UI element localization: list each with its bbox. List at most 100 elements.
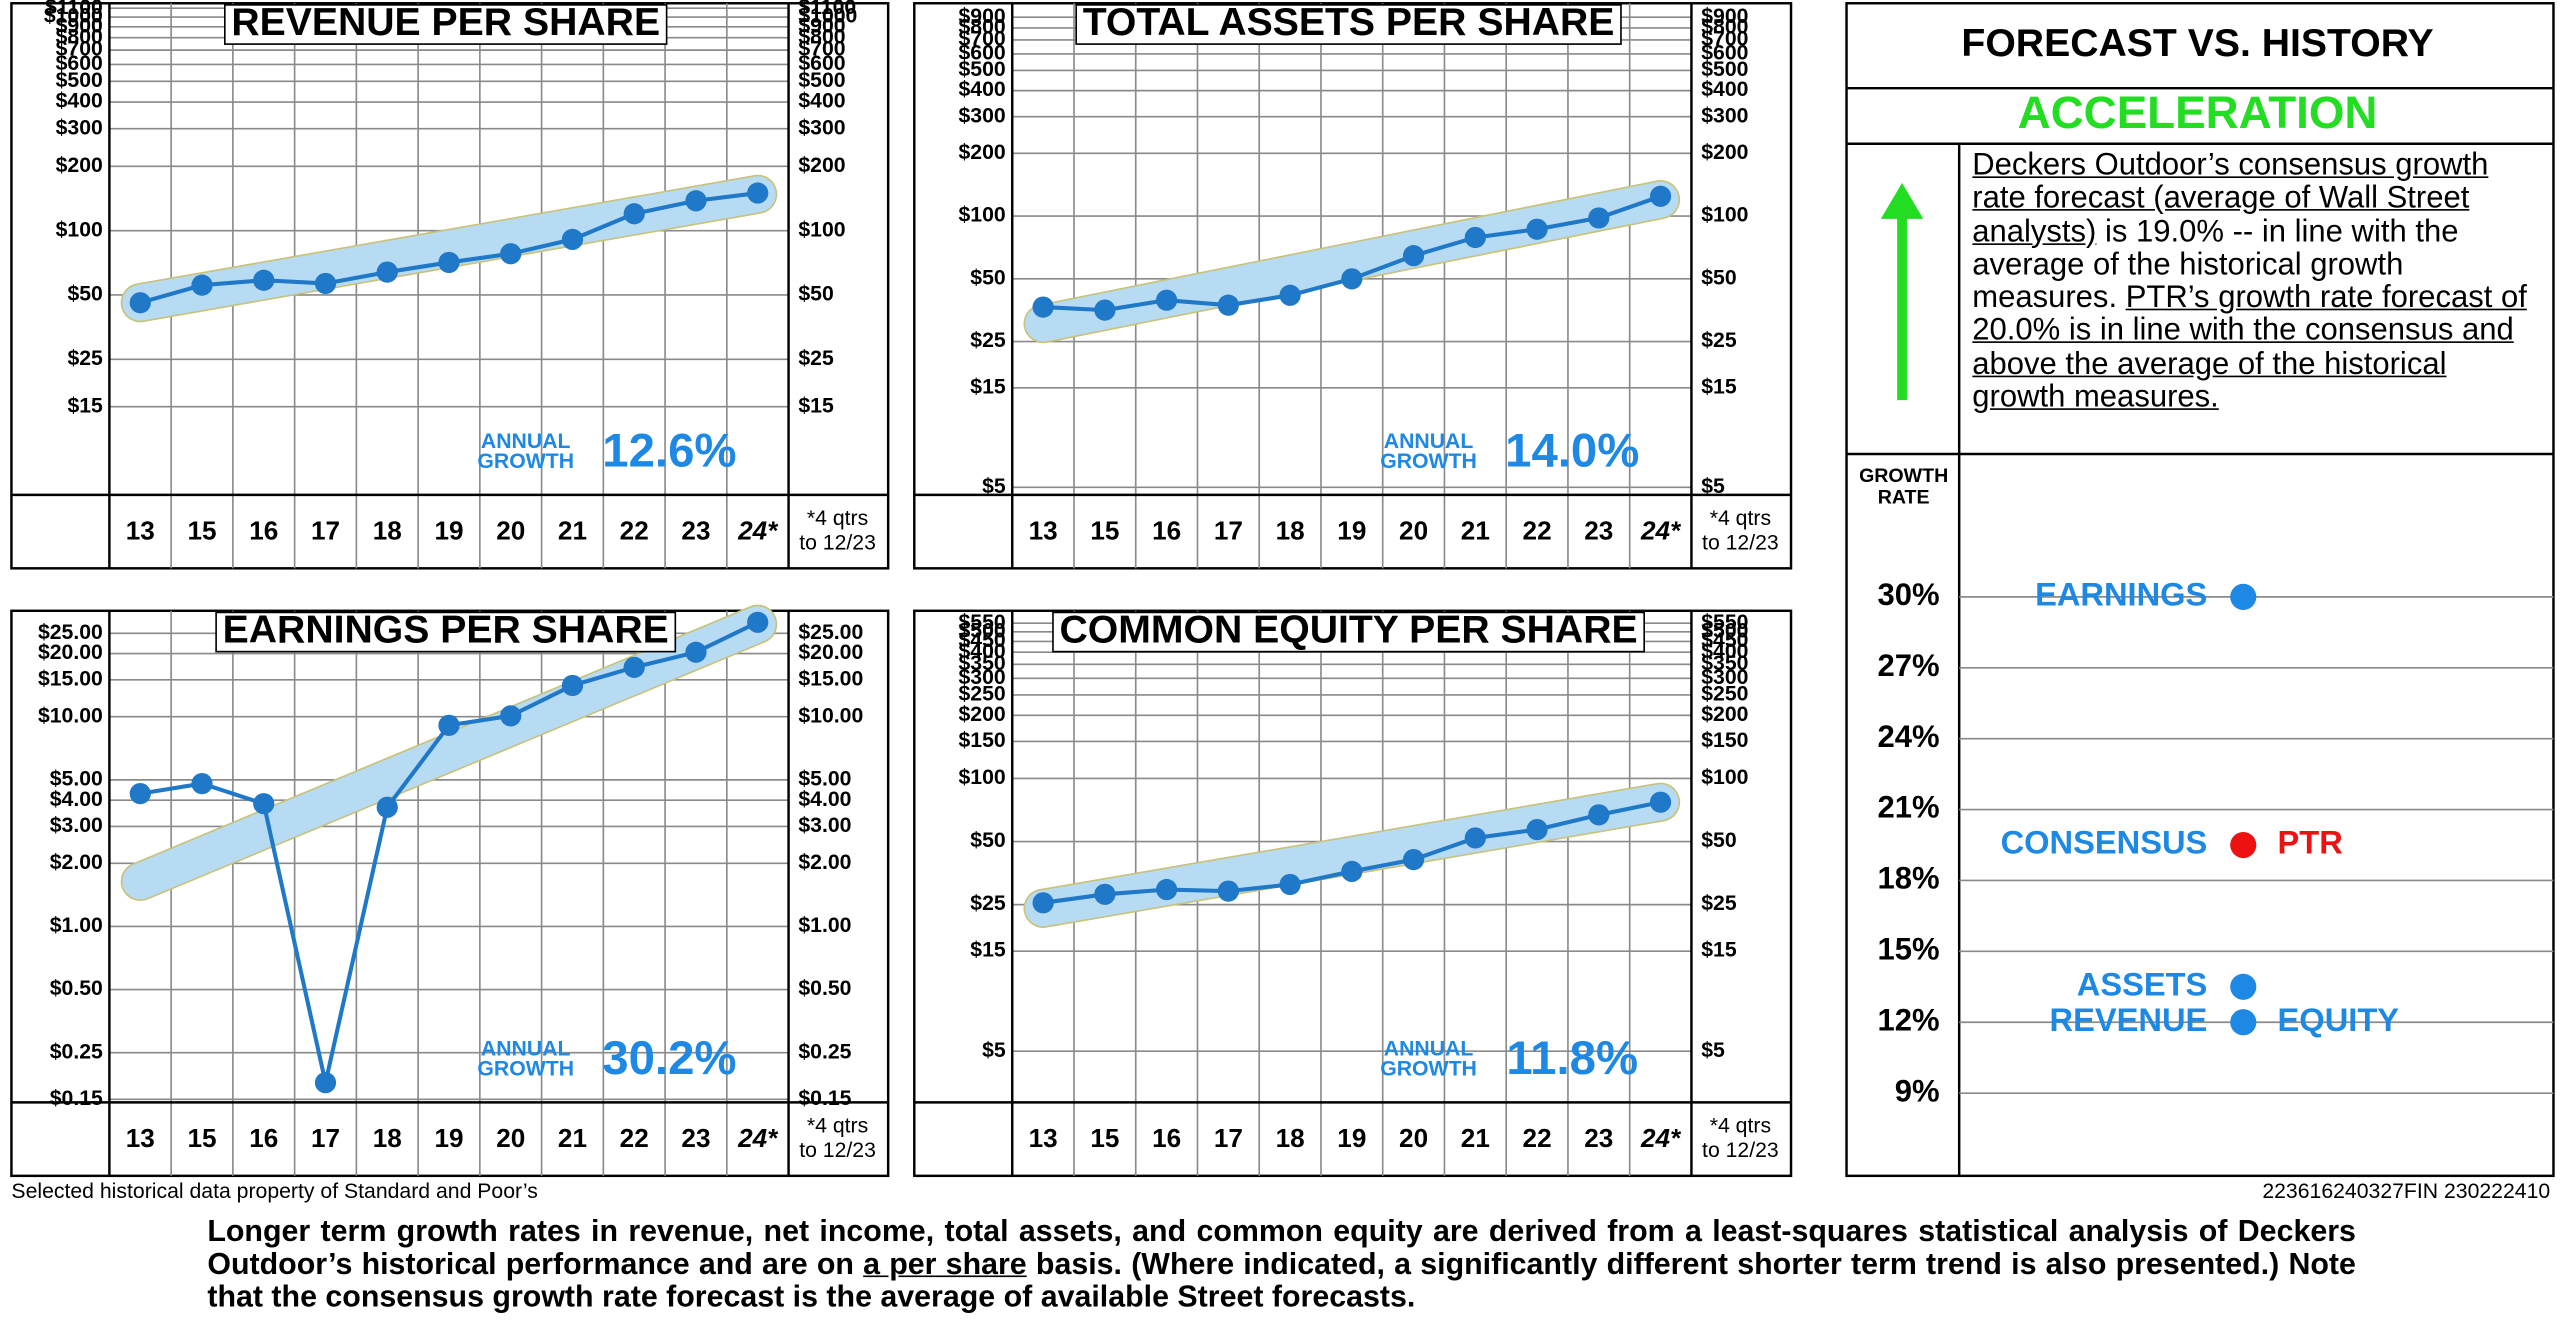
y2-tick-label: $500 xyxy=(1701,619,1748,642)
paragraph-text: Deckers Outdoor’s consensus growth rate … xyxy=(1972,150,2489,250)
panel-frame xyxy=(1845,2,2555,1178)
series-dot xyxy=(747,182,769,204)
y2-tick-label: $1.00 xyxy=(798,914,851,937)
y-tick-label: $450 xyxy=(959,629,1006,652)
series-dot xyxy=(500,243,522,265)
x-tick-label: 15 xyxy=(187,1123,216,1153)
series-dot xyxy=(1464,827,1486,849)
y-tick-label: $20.00 xyxy=(38,641,103,664)
y2-tick-label: $0.50 xyxy=(798,977,851,1000)
footnote: *4 qtrs xyxy=(1710,1114,1771,1137)
annotation-label: ANNUAL xyxy=(481,430,571,453)
series-dot xyxy=(1402,848,1425,871)
series-dot xyxy=(314,1072,337,1094)
y-tick-label: $400 xyxy=(959,640,1006,663)
series-dot xyxy=(1402,245,1425,267)
annotation-value: 12.6% xyxy=(602,425,736,478)
x-tick-label: 21 xyxy=(1461,515,1490,545)
x-tick-label: 16 xyxy=(249,1123,278,1153)
chart-title: EARNINGS PER SHARE xyxy=(223,608,669,651)
paragraph-box: Longer term growth rates in revenue, net… xyxy=(207,1215,2356,1313)
annotation-label: GROWTH xyxy=(1380,450,1477,473)
x-tick-label: 21 xyxy=(1461,1123,1490,1153)
y2-tick-label: $50 xyxy=(1701,266,1736,289)
series-dot xyxy=(129,782,151,805)
x-tick-label: 23 xyxy=(1584,1123,1613,1153)
series-dot xyxy=(1341,860,1363,883)
paragraph: Longer term growth rates in revenue, net… xyxy=(207,1215,2356,1313)
x-tick-label: 13 xyxy=(126,515,155,545)
y-tick-label: $0.25 xyxy=(50,1040,103,1063)
y-tick-label: $5 xyxy=(982,475,1006,498)
y2-tick-label: $10.00 xyxy=(798,704,863,727)
y-tick-label: $600 xyxy=(56,52,103,75)
y2-tick-label: $600 xyxy=(798,52,845,75)
x-tick-label: 15 xyxy=(187,515,216,545)
x-tick-label: 19 xyxy=(434,515,463,545)
y2-tick-label: $300 xyxy=(1701,104,1748,127)
y2-tick-label: $5 xyxy=(1701,475,1725,498)
y-tick-label: $500 xyxy=(959,619,1006,642)
x-tick-label: 23 xyxy=(1584,515,1613,545)
y-tick-label: 18% xyxy=(1878,861,1940,896)
x-tick-label: 19 xyxy=(1337,515,1366,545)
y-tick-label: 24% xyxy=(1878,719,1940,754)
footnote: to 12/23 xyxy=(1702,531,1779,554)
y2-tick-label: $15 xyxy=(1701,375,1737,398)
y2-tick-label: $25 xyxy=(798,347,834,370)
y2-tick-label: $400 xyxy=(1701,640,1748,663)
dot xyxy=(2230,973,2257,1000)
y-tick-label: $700 xyxy=(56,38,103,61)
series-dot xyxy=(253,269,275,291)
y-tick-label: $15 xyxy=(970,939,1006,962)
title-box xyxy=(1052,611,1645,653)
y-tick-label: $50 xyxy=(970,266,1005,289)
y2-tick-label: $300 xyxy=(798,116,845,139)
y2-tick-label: $25.00 xyxy=(798,621,863,644)
footnote: *4 qtrs xyxy=(807,1114,868,1137)
y2-tick-label: $700 xyxy=(798,38,845,61)
y2-tick-label: $3.00 xyxy=(798,814,851,837)
series-dot xyxy=(1217,294,1239,316)
x-tick-label: 20 xyxy=(1399,515,1428,545)
x-tick-label: 15 xyxy=(1090,1123,1119,1153)
doc-code: 223616240327FIN 230222410 xyxy=(2262,1180,2550,1203)
y-tick-label: $900 xyxy=(959,5,1006,28)
x-tick-label: 13 xyxy=(1029,515,1058,545)
series-dot xyxy=(1032,892,1054,914)
y2-tick-label: $4.00 xyxy=(798,788,851,811)
paragraph: Deckers Outdoor’s consensus growth rate … xyxy=(1972,150,2527,415)
y-tick-label: $1100 xyxy=(45,0,103,19)
trend-band xyxy=(122,606,776,900)
x-tick-label: 20 xyxy=(496,515,525,545)
y-tick-label: 21% xyxy=(1878,790,1940,825)
series-dot xyxy=(191,772,213,795)
title-box xyxy=(215,611,677,653)
y-tick-label: $1000 xyxy=(44,5,103,28)
dot xyxy=(2230,1009,2257,1036)
y-tick-label: $900 xyxy=(56,14,103,37)
x-tick-label: 17 xyxy=(311,1123,340,1153)
series-dot xyxy=(1526,218,1548,240)
y-tick-label: $800 xyxy=(959,15,1006,38)
dot-label: REVENUE xyxy=(2050,1001,2208,1038)
y-axis-label: RATE xyxy=(1878,486,1930,508)
series-dot xyxy=(747,611,769,633)
y-tick-label: $400 xyxy=(959,78,1006,101)
footnote: *4 qtrs xyxy=(1710,507,1771,530)
footnote: *4 qtrs xyxy=(807,507,868,530)
paragraph-box: Deckers Outdoor’s consensus growth rate … xyxy=(1972,150,2527,415)
x-tick-label: 22 xyxy=(1523,1123,1552,1153)
dot-label: EARNINGS xyxy=(2035,575,2207,612)
y-tick-label: 9% xyxy=(1895,1073,1940,1108)
y2-tick-label: $600 xyxy=(1701,42,1748,65)
y2-tick-label: $550 xyxy=(1701,611,1748,634)
x-tick-label: 22 xyxy=(620,515,649,545)
x-tick-label: 22 xyxy=(620,1123,649,1153)
y2-tick-label: $100 xyxy=(1701,204,1748,227)
y-tick-label: $100 xyxy=(959,204,1006,227)
series-dot xyxy=(376,796,398,818)
series-dot xyxy=(685,190,707,212)
source-note: Selected historical data property of Sta… xyxy=(11,1180,537,1203)
